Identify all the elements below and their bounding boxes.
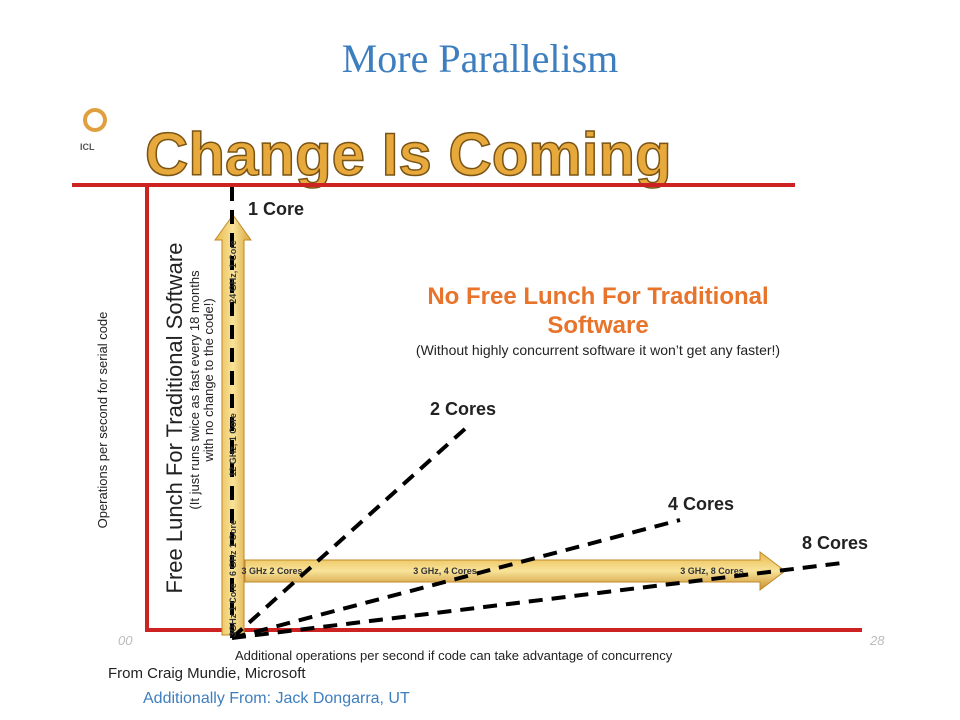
callout-title: No Free Lunch For Traditional <box>427 283 768 310</box>
banner-heading: Change Is Coming <box>145 121 672 188</box>
free-lunch-note: with no change to the code!) <box>201 298 216 462</box>
credit: From Craig Mundie, Microsoft <box>108 665 306 682</box>
core-label: 8 Cores <box>802 533 868 553</box>
arrow-label: 12 GHz, 1 Core <box>228 413 238 477</box>
free-lunch-note: (It just runs twice as fast every 18 mon… <box>187 270 202 510</box>
core-line <box>230 426 468 640</box>
x-axis-label: Additional operations per second if code… <box>235 648 673 663</box>
logo-text: ICL <box>80 142 95 152</box>
core-label: 4 Cores <box>668 494 734 514</box>
y-axis-label: Operations per second for serial code <box>95 312 110 529</box>
axis-end: 00 <box>118 633 133 648</box>
arrow-label: 24 GHz, 1 Core <box>228 240 238 304</box>
core-line <box>231 561 843 640</box>
arrow-label: 3 GHz, 4 Cores <box>413 566 477 576</box>
arrow-label: 3 GHz 2 Cores <box>241 566 302 576</box>
core-label: 1 Core <box>248 199 304 219</box>
arrow-label: 3GHz 1 Core <box>228 583 238 637</box>
core-line <box>231 518 681 640</box>
horizontal-arrow <box>244 550 786 592</box>
slide-title: More Parallelism <box>342 36 619 81</box>
arrow-label: 3 GHz, 8 Cores <box>680 566 744 576</box>
callout-note: (Without highly concurrent software it w… <box>416 342 780 358</box>
credit: Additionally From: Jack Dongarra, UT <box>143 690 410 707</box>
free-lunch-title: Free Lunch For Traditional Software <box>162 243 187 594</box>
arrow-label: 6 GHz 1 Core <box>228 520 238 576</box>
logo: ICL <box>80 108 107 152</box>
axis-end: 28 <box>869 633 885 648</box>
callout-title: Software <box>547 312 648 339</box>
core-label: 2 Cores <box>430 399 496 419</box>
